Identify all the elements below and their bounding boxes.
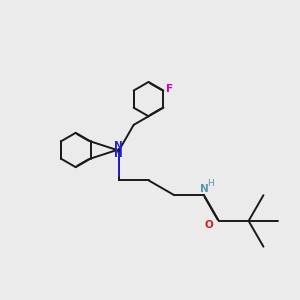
Text: N: N [114, 149, 123, 159]
Text: O: O [204, 220, 213, 230]
Text: F: F [167, 84, 173, 94]
Text: H: H [207, 179, 214, 188]
Text: N: N [200, 184, 208, 194]
Text: N: N [114, 141, 123, 151]
